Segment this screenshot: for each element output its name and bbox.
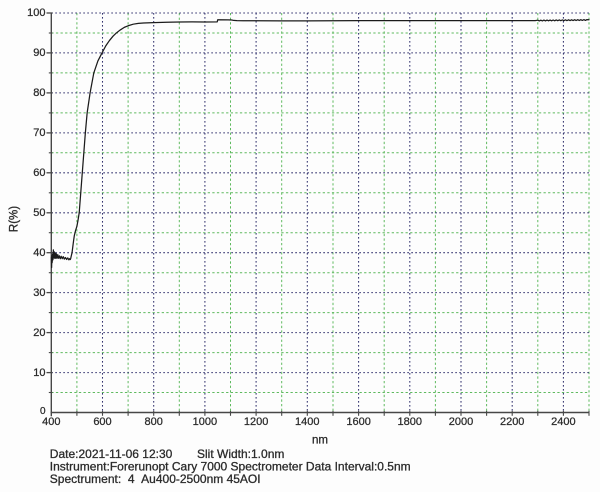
svg-text:90: 90: [33, 47, 45, 59]
svg-text:800: 800: [145, 416, 163, 428]
svg-text:Slit Width:1.0nm: Slit Width:1.0nm: [197, 447, 284, 461]
svg-text:2000: 2000: [449, 416, 473, 428]
svg-text:70: 70: [33, 127, 45, 139]
svg-text:40: 40: [33, 247, 45, 259]
svg-text:600: 600: [93, 416, 111, 428]
svg-text:Instrument:Forerunopt Cary 700: Instrument:Forerunopt Cary 7000 Spectrom…: [50, 460, 411, 474]
svg-text:2400: 2400: [551, 416, 575, 428]
svg-text:R(%): R(%): [9, 206, 21, 232]
svg-text:1400: 1400: [295, 416, 319, 428]
svg-text:nm: nm: [312, 435, 328, 447]
svg-text:1200: 1200: [244, 416, 268, 428]
svg-text:400: 400: [42, 416, 60, 428]
svg-text:1800: 1800: [398, 416, 422, 428]
svg-text:0: 0: [40, 406, 46, 417]
svg-text:1000: 1000: [193, 416, 217, 428]
svg-text:30: 30: [33, 287, 45, 299]
svg-text:50: 50: [33, 207, 45, 219]
svg-text:1600: 1600: [346, 416, 370, 428]
svg-text:100: 100: [27, 7, 45, 19]
svg-text:Date:2021-11-06 12:30: Date:2021-11-06 12:30: [50, 447, 173, 461]
svg-text:Spectrument: 4 Au400-2500nm: Spectrument: 4 Au400-2500nm 45AOI: [50, 472, 261, 486]
svg-text:80: 80: [33, 87, 45, 99]
svg-text:20: 20: [33, 327, 45, 339]
svg-text:10: 10: [33, 367, 45, 379]
svg-text:60: 60: [33, 167, 45, 179]
svg-text:2200: 2200: [500, 416, 524, 428]
